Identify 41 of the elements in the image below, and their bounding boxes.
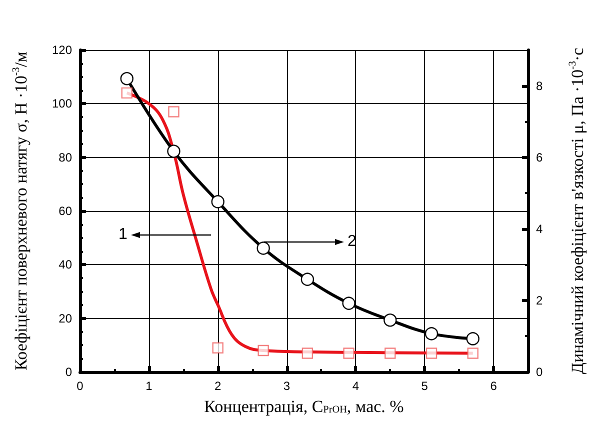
x-tick-label: 4 — [352, 379, 360, 393]
y-tick-label: 120 — [52, 43, 72, 57]
y2-tick-label: 8 — [536, 78, 543, 93]
y2-axis-title: Динамічний коефіцієнт в'язкості μ, Па ·10-3·с — [568, 47, 587, 374]
point — [211, 195, 224, 208]
y2-tick-label: 0 — [536, 365, 543, 379]
y-tick-label: 100 — [52, 96, 72, 111]
point — [256, 242, 270, 255]
y-tick-label: 40 — [58, 258, 72, 272]
y-tick-label: 80 — [58, 150, 72, 164]
point — [212, 342, 224, 354]
annotation: 1 — [118, 225, 128, 245]
point — [300, 272, 314, 286]
x-axis-title: Концентрація, CPrOH, мас. % — [204, 397, 404, 416]
x-tick-label: 2 — [214, 379, 222, 393]
point — [384, 348, 396, 359]
point — [167, 144, 180, 158]
point — [302, 348, 314, 359]
y-tick-label: 60 — [58, 204, 72, 218]
point — [384, 314, 397, 327]
y-axis-title: Коефіцієнт поверхневого натягу σ, Н ·10-3/м — [11, 51, 30, 370]
point — [424, 327, 438, 340]
point — [466, 332, 480, 346]
x-tick-label: 0 — [76, 379, 84, 393]
point — [343, 348, 354, 359]
y-tick-label: 20 — [58, 311, 72, 326]
x-tick-label: 6 — [490, 379, 498, 393]
point — [342, 296, 356, 310]
y-tick-label: 0 — [65, 365, 72, 379]
y2-tick-label: 2 — [536, 293, 543, 308]
y2-tick-label: 6 — [536, 150, 543, 164]
point — [120, 72, 134, 86]
point — [121, 87, 132, 99]
y2-tick-label: 4 — [536, 222, 543, 236]
point — [426, 348, 438, 359]
x-tick-label: 1 — [146, 379, 153, 393]
x-tick-label: 3 — [283, 379, 290, 393]
point — [467, 348, 478, 359]
point — [168, 106, 180, 118]
point — [258, 344, 269, 356]
x-tick-label: 5 — [421, 379, 428, 393]
